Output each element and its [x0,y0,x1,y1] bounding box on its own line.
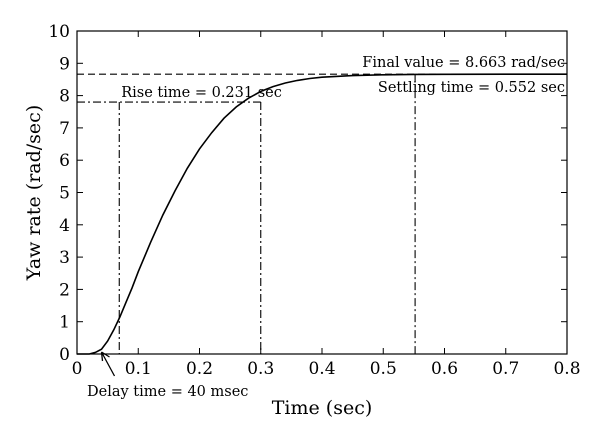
y-tick-label-0: 0 [59,345,70,365]
x-tick-label-0: 0 [72,359,83,379]
annotations: Final value = 8.663 rad/sec Settling time… [87,55,565,400]
reference-lines [77,73,567,354]
x-tick-label-1: 0.1 [125,359,152,379]
y-tick-label-6: 6 [59,151,70,171]
settling-time-label: Settling time = 0.552 sec [378,80,565,96]
y-tick-label-8: 8 [59,87,70,107]
y-tick-label-9: 9 [59,54,70,74]
x-tick-label-5: 0.5 [370,359,397,379]
y-tick-label-2: 2 [59,280,70,300]
rise-time-label: Rise time = 0.231 sec [121,85,282,101]
axis-ticks [76,30,568,355]
y-tick-label-5: 5 [59,184,70,204]
delay-arrow [100,351,116,377]
delay-time-label: Delay time = 40 msec [87,384,248,400]
y-tick-label-10: 10 [48,22,70,42]
y-tick-labels: 0 1 2 3 4 5 6 7 8 9 10 [48,22,70,365]
x-axis-title: Time (sec) [272,397,373,419]
y-tick-label-7: 7 [59,119,70,139]
y-axis-title: Yaw rate (rad/sec) [23,105,45,281]
x-tick-label-4: 0.4 [308,359,335,379]
series-line-yaw-rate [77,73,567,355]
y-tick-label-1: 1 [59,313,70,333]
x-tick-label-3: 0.3 [247,359,274,379]
x-tick-label-2: 0.2 [186,359,213,379]
final-value-label: Final value = 8.663 rad/sec [362,55,565,71]
y-tick-label-4: 4 [59,216,70,236]
x-tick-label-7: 0.7 [492,359,519,379]
y-tick-label-3: 3 [59,248,70,268]
x-tick-labels: 0 0.1 0.2 0.3 0.4 0.5 0.6 0.7 0.8 [72,359,581,379]
x-tick-label-8: 0.8 [553,359,580,379]
x-tick-label-6: 0.6 [431,359,458,379]
